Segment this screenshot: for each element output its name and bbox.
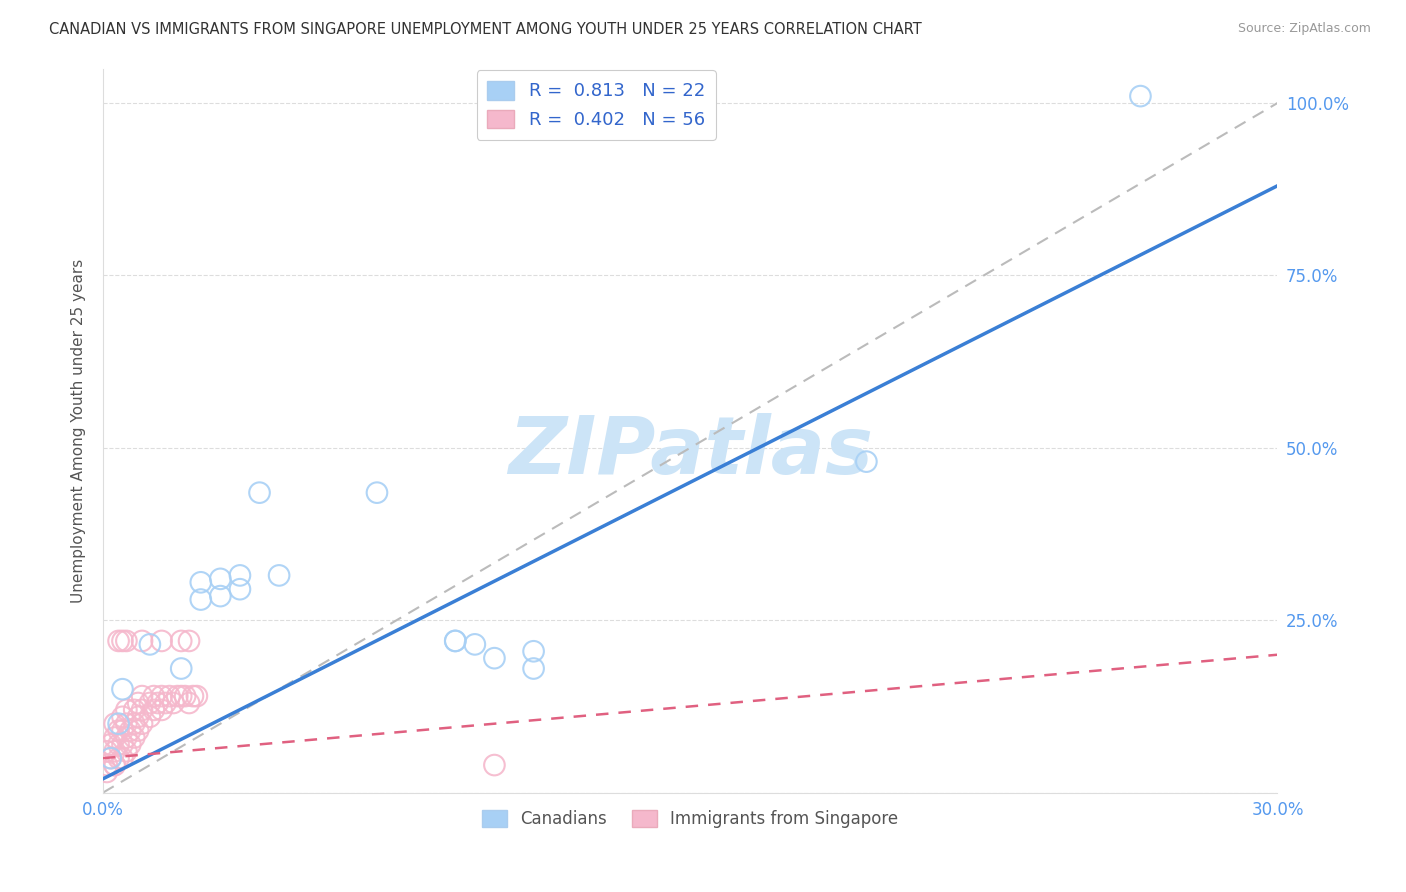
Point — [170, 634, 193, 648]
Point — [523, 661, 546, 675]
Point — [120, 738, 142, 752]
Point — [209, 589, 232, 603]
Point — [139, 696, 162, 710]
Point — [122, 716, 145, 731]
Point — [122, 731, 145, 745]
Text: ZIPatlas: ZIPatlas — [508, 413, 873, 491]
Text: Source: ZipAtlas.com: Source: ZipAtlas.com — [1237, 22, 1371, 36]
Point — [107, 634, 129, 648]
Point — [249, 485, 271, 500]
Point — [104, 731, 127, 745]
Point — [111, 723, 134, 738]
Point — [115, 744, 138, 758]
Point — [131, 634, 153, 648]
Point — [100, 738, 122, 752]
Point — [177, 634, 200, 648]
Point — [444, 634, 467, 648]
Point — [170, 689, 193, 703]
Point — [366, 485, 388, 500]
Point — [115, 703, 138, 717]
Point — [111, 682, 134, 697]
Point — [107, 716, 129, 731]
Point — [1129, 89, 1152, 103]
Point — [111, 738, 134, 752]
Point — [444, 634, 467, 648]
Point — [150, 634, 173, 648]
Y-axis label: Unemployment Among Youth under 25 years: Unemployment Among Youth under 25 years — [72, 259, 86, 603]
Point — [229, 568, 252, 582]
Point — [100, 751, 122, 765]
Point — [107, 723, 129, 738]
Text: CANADIAN VS IMMIGRANTS FROM SINGAPORE UNEMPLOYMENT AMONG YOUTH UNDER 25 YEARS CO: CANADIAN VS IMMIGRANTS FROM SINGAPORE UN… — [49, 22, 922, 37]
Point — [122, 703, 145, 717]
Point — [190, 592, 212, 607]
Point — [229, 582, 252, 597]
Point — [186, 689, 208, 703]
Point — [107, 738, 129, 752]
Point — [855, 455, 877, 469]
Point — [100, 751, 122, 765]
Point — [181, 689, 204, 703]
Point — [177, 696, 200, 710]
Point — [131, 689, 153, 703]
Point — [269, 568, 291, 582]
Point — [150, 703, 173, 717]
Point — [104, 758, 127, 772]
Point — [150, 689, 173, 703]
Point — [115, 731, 138, 745]
Point — [104, 758, 127, 772]
Point — [111, 751, 134, 765]
Point — [96, 758, 118, 772]
Point — [127, 723, 149, 738]
Point — [104, 716, 127, 731]
Point — [174, 689, 197, 703]
Point — [96, 744, 118, 758]
Point — [96, 764, 118, 779]
Point — [464, 637, 486, 651]
Point — [115, 716, 138, 731]
Point — [159, 689, 181, 703]
Point — [115, 634, 138, 648]
Point — [146, 696, 169, 710]
Point — [523, 644, 546, 658]
Point — [111, 710, 134, 724]
Point — [484, 758, 506, 772]
Point — [120, 723, 142, 738]
Point — [131, 716, 153, 731]
Point — [162, 696, 184, 710]
Point — [139, 637, 162, 651]
Point — [111, 634, 134, 648]
Point — [142, 703, 165, 717]
Legend: Canadians, Immigrants from Singapore: Canadians, Immigrants from Singapore — [475, 804, 905, 835]
Point — [139, 710, 162, 724]
Point — [127, 696, 149, 710]
Point — [104, 744, 127, 758]
Point — [166, 689, 188, 703]
Point — [170, 661, 193, 675]
Point — [107, 751, 129, 765]
Point — [155, 696, 177, 710]
Point — [142, 689, 165, 703]
Point — [190, 575, 212, 590]
Point — [131, 703, 153, 717]
Point — [209, 572, 232, 586]
Point — [127, 710, 149, 724]
Point — [484, 651, 506, 665]
